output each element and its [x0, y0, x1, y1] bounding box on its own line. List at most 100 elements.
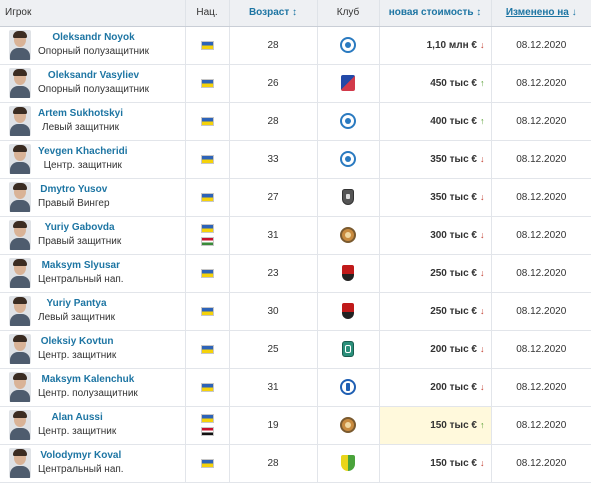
player-name-link[interactable]: Yuriy Gabovda	[44, 222, 115, 233]
player-name-link[interactable]: Artem Sukhotskyi	[38, 108, 124, 119]
header-value-sort[interactable]: новая стоимость ↕	[378, 0, 491, 27]
nationality-cell	[184, 368, 229, 407]
club-crest-icon[interactable]	[341, 455, 355, 471]
table-row: Maksym Slyusar Центральный нап. 23 250 т…	[0, 254, 591, 293]
club-crest-icon[interactable]	[342, 303, 354, 319]
player-cell: Volodymyr Koval Центральный нап.	[0, 444, 185, 483]
market-value-cell: 250 тыс € ↓	[378, 292, 491, 331]
nationality-cell	[184, 178, 229, 217]
header-value-label: новая стоимость	[388, 7, 474, 19]
player-photo[interactable]	[9, 372, 31, 402]
player-photo[interactable]	[9, 220, 31, 250]
arrow-down-icon: ↓	[480, 153, 485, 164]
table-row: Oleksandr Noyok Опорный полузащитник 28 …	[0, 26, 591, 65]
changed-date-cell: 08.12.2020	[490, 292, 591, 331]
club-crest-icon[interactable]	[342, 341, 354, 357]
market-value-cell: 350 тыс € ↓	[378, 178, 491, 217]
club-cell	[316, 102, 379, 141]
table-row: Yuriy Gabovda Правый защитник 31 300 тыс…	[0, 216, 591, 255]
player-cell: Yuriy Gabovda Правый защитник	[0, 216, 185, 255]
player-name-link[interactable]: Maksym Slyusar	[41, 260, 120, 271]
club-cell	[316, 368, 379, 407]
player-photo[interactable]	[9, 296, 31, 326]
ukraine-flag-icon	[200, 306, 214, 316]
ukraine-flag-icon	[200, 224, 214, 233]
player-photo[interactable]	[9, 258, 31, 288]
arrow-down-icon: ↓	[480, 305, 485, 316]
player-name-link[interactable]: Yevgen Khacheridi	[38, 146, 128, 157]
club-crest-icon[interactable]	[340, 113, 356, 129]
changed-date-cell: 08.12.2020	[490, 140, 591, 179]
age-cell: 31	[228, 368, 317, 407]
arrow-down-icon: ↓	[480, 229, 485, 240]
age-cell: 28	[228, 102, 317, 141]
ukraine-flag-icon	[200, 458, 214, 468]
player-photo[interactable]	[9, 30, 31, 60]
player-photo[interactable]	[9, 448, 31, 478]
market-value: 150 тыс €	[430, 419, 477, 431]
player-position: Правый Вингер	[38, 198, 110, 209]
table-row: Alan Aussi Центр. защитник 19 150 тыс € ↑…	[0, 406, 591, 445]
club-crest-icon[interactable]	[342, 189, 354, 205]
market-value: 200 тыс €	[430, 343, 477, 355]
table-row: Yuriy Pantya Левый защитник 30 250 тыс €…	[0, 292, 591, 331]
player-photo[interactable]	[9, 410, 31, 440]
player-name-link[interactable]: Yuriy Pantya	[46, 298, 107, 309]
arrow-down-icon: ↓	[480, 191, 485, 202]
market-value: 200 тыс €	[430, 381, 477, 393]
club-crest-icon[interactable]	[340, 417, 356, 433]
player-name-link[interactable]: Oleksandr Vasyliev	[47, 70, 140, 81]
club-crest-icon[interactable]	[340, 37, 356, 53]
player-photo[interactable]	[9, 68, 31, 98]
table-row: Yevgen Khacheridi Центр. защитник 33 350…	[0, 140, 591, 179]
nationality-cell	[184, 216, 229, 255]
club-crest-icon[interactable]	[341, 75, 355, 91]
nationality-cell	[184, 444, 229, 483]
ukraine-flag-icon	[200, 192, 214, 202]
market-value-cell: 300 тыс € ↓	[378, 216, 491, 255]
arrow-up-icon: ↑	[480, 115, 485, 126]
market-value-cell: 150 тыс € ↓	[378, 444, 491, 483]
changed-date-cell: 08.12.2020	[490, 254, 591, 293]
player-photo[interactable]	[9, 144, 31, 174]
header-age-label: Возраст	[248, 7, 290, 19]
ukraine-flag-icon	[200, 414, 214, 423]
player-name-link[interactable]: Maksym Kalenchuk	[41, 374, 135, 385]
header-changed-sort[interactable]: Изменено на ↓	[490, 0, 591, 27]
club-cell	[316, 330, 379, 369]
player-cell: Dmytro Yusov Правый Вингер	[0, 178, 185, 217]
player-cell: Oleksiy Kovtun Центр. защитник	[0, 330, 185, 369]
market-value: 300 тыс €	[430, 229, 477, 241]
player-name-link[interactable]: Oleksiy Kovtun	[40, 336, 114, 347]
club-cell	[316, 140, 379, 179]
club-crest-icon[interactable]	[340, 151, 356, 167]
table-header-row: Игрок Нац. Возраст ↕ Клуб новая стоимост…	[0, 0, 591, 27]
sort-icon: ↕	[292, 7, 298, 19]
player-position: Центр. защитник	[38, 426, 117, 437]
player-position: Центр. полузащитник	[38, 388, 138, 399]
age-cell: 23	[228, 254, 317, 293]
header-age-sort[interactable]: Возраст ↕	[228, 0, 317, 27]
player-cell: Oleksandr Noyok Опорный полузащитник	[0, 26, 185, 65]
changed-date-cell: 08.12.2020	[490, 368, 591, 407]
player-name-link[interactable]: Oleksandr Noyok	[52, 32, 135, 43]
market-value-cell: 200 тыс € ↓	[378, 330, 491, 369]
ukraine-flag-icon	[200, 40, 214, 50]
player-name-link[interactable]: Alan Aussi	[51, 412, 103, 423]
player-name-link[interactable]: Dmytro Yusov	[40, 184, 108, 195]
arrow-down-icon: ↓	[480, 267, 485, 278]
player-name-link[interactable]: Volodymyr Koval	[40, 450, 122, 461]
player-position: Центр. защитник	[43, 160, 122, 171]
club-crest-icon[interactable]	[342, 265, 354, 281]
club-cell	[316, 64, 379, 103]
player-photo[interactable]	[9, 334, 31, 364]
age-cell: 27	[228, 178, 317, 217]
player-photo[interactable]	[9, 106, 31, 136]
club-crest-icon[interactable]	[340, 227, 356, 243]
ukraine-flag-icon	[200, 382, 214, 392]
club-crest-icon[interactable]	[340, 379, 356, 395]
market-value: 150 тыс €	[430, 457, 477, 469]
player-cell: Alan Aussi Центр. защитник	[0, 406, 185, 445]
player-photo[interactable]	[9, 182, 31, 212]
market-value-cell: 250 тыс € ↓	[378, 254, 491, 293]
